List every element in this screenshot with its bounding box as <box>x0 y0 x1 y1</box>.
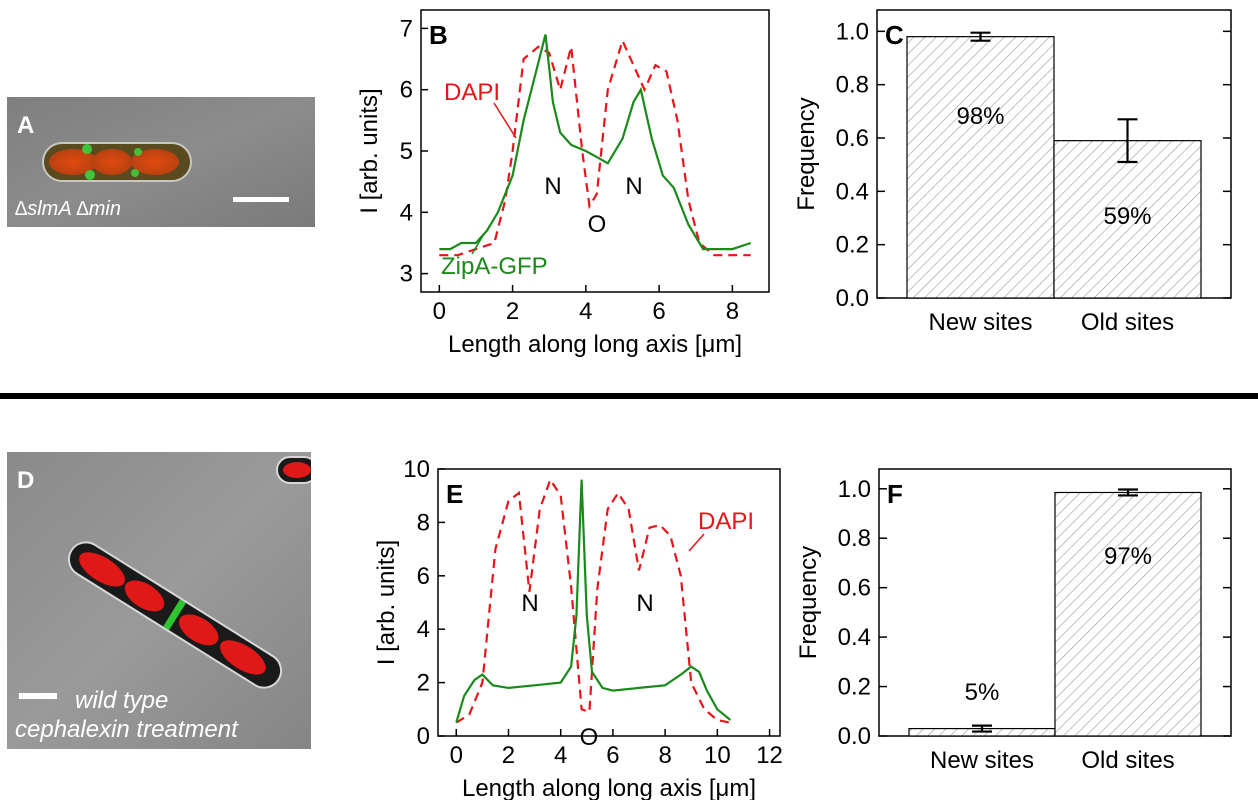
y-tick-label: 2 <box>417 670 430 697</box>
bar-value-label: 97% <box>1104 543 1152 570</box>
category-label: New sites <box>928 309 1032 336</box>
x-tick-label: 8 <box>726 298 739 325</box>
plot-frame-e <box>437 468 781 737</box>
y-axis-label: I [arb. units] <box>373 540 400 665</box>
y-tick-label: 8 <box>417 509 430 536</box>
x-tick-label: 0 <box>433 298 446 325</box>
section-divider <box>0 393 1258 399</box>
panel-letter-f: F <box>887 479 903 509</box>
category-label: Old sites <box>1081 747 1174 774</box>
x-axis-label: Length along long axis [μm] <box>448 331 742 358</box>
y-axis-label: I [arb. units] <box>356 88 383 213</box>
bar-value-label: 5% <box>965 679 1000 706</box>
micrograph-a: A ∆slmA ∆min <box>7 97 315 227</box>
legend-leader-zipa-gfp <box>471 233 485 255</box>
legend-label-dapi: DAPI <box>444 79 500 106</box>
condition-caption-line2: cephalexin treatment <box>15 716 239 743</box>
region-annotation: N <box>544 173 561 200</box>
region-annotation: O <box>580 724 599 751</box>
x-tick-label: 4 <box>554 742 567 769</box>
x-tick-label: 10 <box>704 742 731 769</box>
series-line-zipa-gfp <box>455 479 732 723</box>
y-tick-label: 0.8 <box>836 72 869 99</box>
y-tick-label: 0.6 <box>838 575 871 602</box>
y-tick-label: 3 <box>400 261 413 288</box>
y-tick-label: 0.4 <box>836 178 869 205</box>
y-tick-label: 6 <box>400 77 413 104</box>
y-tick-label: 0.2 <box>838 674 871 701</box>
bar-new-sites <box>906 36 1055 299</box>
scale-bar-a <box>233 197 289 202</box>
series-line-dapi <box>455 477 731 724</box>
y-tick-label: 5 <box>400 138 413 165</box>
strain-caption-a: ∆slmA ∆min <box>15 198 121 220</box>
x-tick-label: 6 <box>652 298 665 325</box>
panel-letter-d: D <box>17 467 34 494</box>
y-tick-label: 0 <box>417 723 430 750</box>
y-tick-label: 0.0 <box>836 285 869 312</box>
y-tick-label: 0.8 <box>838 525 871 552</box>
y-tick-label: 1.0 <box>836 18 869 45</box>
category-label: Old sites <box>1081 309 1174 336</box>
x-tick-label: 6 <box>606 742 619 769</box>
condition-caption-line1: wild type <box>75 687 168 714</box>
y-tick-label: 0.6 <box>836 125 869 152</box>
x-tick-label: 4 <box>579 298 592 325</box>
region-annotation: N <box>625 173 642 200</box>
y-tick-label: 0.4 <box>838 624 871 651</box>
x-tick-label: 2 <box>506 298 519 325</box>
category-label: New sites <box>930 747 1034 774</box>
legend-label-dapi: DAPI <box>698 508 754 535</box>
bar-value-label: 98% <box>956 103 1004 130</box>
panel-letter-e: E <box>446 479 463 509</box>
y-tick-label: 7 <box>400 15 413 42</box>
y-tick-label: 0.2 <box>836 232 869 259</box>
legend-label-zipa-gfp: ZipA-GFP <box>441 253 548 280</box>
x-tick-label: 2 <box>502 742 515 769</box>
y-axis-label: Frequency <box>795 546 822 659</box>
legend-leader-dapi <box>688 533 705 552</box>
x-axis-label: Length along long axis [μm] <box>462 775 756 800</box>
series-line-zipa-gfp <box>439 34 752 251</box>
panel-letter-b: B <box>429 20 448 50</box>
cell-d <box>67 541 283 689</box>
region-annotation: O <box>588 211 607 238</box>
y-tick-label: 10 <box>403 456 430 483</box>
y-tick-label: 4 <box>400 199 413 226</box>
panel-letter-c: C <box>885 20 904 50</box>
y-tick-label: 6 <box>417 563 430 590</box>
bar-old-sites <box>1054 491 1202 737</box>
region-annotation: N <box>636 590 653 617</box>
scale-bar-d <box>19 693 57 699</box>
bar-value-label: 59% <box>1103 203 1151 230</box>
micrograph-d: D wild type cephalexin treatment <box>7 452 311 749</box>
y-tick-label: 4 <box>417 616 430 643</box>
region-annotation: N <box>521 590 538 617</box>
y-tick-label: 1.0 <box>838 476 871 503</box>
legend-leader-dapi <box>493 102 517 139</box>
y-tick-label: 0.0 <box>838 723 871 750</box>
x-tick-label: 0 <box>450 742 463 769</box>
y-axis-label: Frequency <box>793 97 820 210</box>
x-tick-label: 12 <box>756 742 783 769</box>
bar-old-sites <box>1053 140 1202 299</box>
x-tick-label: 8 <box>658 742 671 769</box>
panel-letter-a: A <box>17 112 34 139</box>
